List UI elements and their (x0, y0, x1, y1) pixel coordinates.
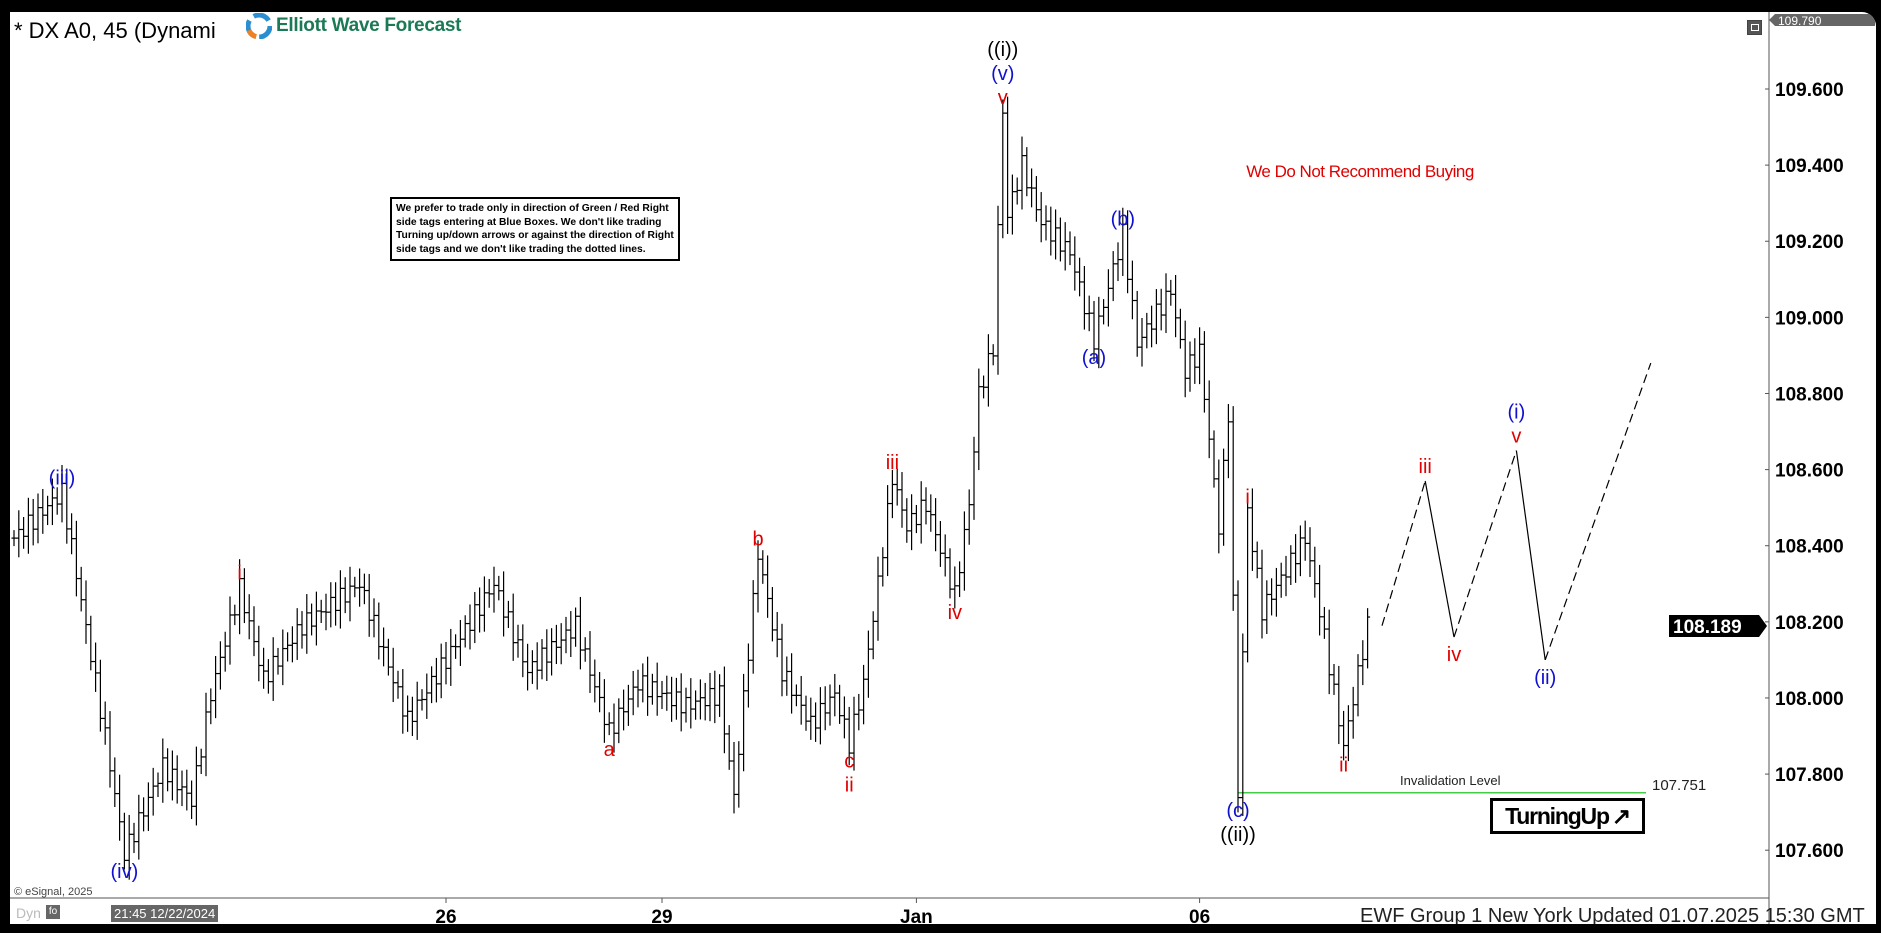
copyright: © eSignal, 2025 (14, 886, 93, 898)
wave-label: iii (886, 452, 899, 474)
x-tick-label: 26 (435, 907, 456, 924)
projection-path-segment (1381, 480, 1426, 626)
wave-label: (c) (1226, 800, 1249, 822)
cursor-time-tooltip: 21:45 12/22/2024 (111, 905, 219, 922)
y-tick-label: 108.000 (1775, 689, 1844, 710)
wave-label: (iv) (111, 861, 139, 883)
recommendation-warning: We Do Not Recommend Buying (1246, 162, 1474, 181)
y-tick-label: 108.600 (1775, 461, 1844, 482)
high-price-tag (1769, 14, 1875, 26)
wave-label: (i) (1508, 402, 1526, 424)
y-tick-label: 107.800 (1775, 765, 1844, 786)
y-tick-label: 109.000 (1775, 308, 1844, 329)
wave-label: iii (1419, 456, 1432, 478)
high-price-tag-label: 109.790 (1778, 14, 1822, 28)
projection-path-segment (1544, 362, 1652, 661)
y-tick-label: 108.200 (1775, 613, 1844, 634)
wave-label: (iii) (49, 467, 76, 489)
logo: Elliott Wave Forecast (246, 12, 482, 40)
wave-label: (v) (991, 63, 1014, 85)
logo-text: Elliott Wave Forecast (276, 15, 462, 36)
update-footer: EWF Group 1 New York Updated 01.07.2025 … (1360, 905, 1865, 924)
y-tick-label: 107.600 (1775, 841, 1844, 862)
wave-label: ii (1339, 754, 1348, 776)
wave-label: ii (845, 775, 854, 797)
invalidation-value: 107.751 (1652, 777, 1707, 794)
chart-window: 107.600 107.800 108.000 108.200 108.400 108.6… (10, 12, 1876, 924)
window-restore-icon[interactable] (1747, 20, 1762, 35)
chart-title: * DX A0, 45 (Dynami (14, 18, 216, 43)
wave-label: ((i)) (987, 39, 1018, 61)
y-tick-label: 108.400 (1775, 537, 1844, 558)
wave-label: iv (1447, 644, 1461, 666)
x-tick-label: 29 (651, 907, 672, 924)
wave-label: (ii) (1534, 667, 1556, 689)
price-chart[interactable]: 107.600 107.800 108.000 108.200 108.400 108.6… (10, 12, 1876, 924)
projection-path-segment (1453, 450, 1517, 638)
wave-label: iv (948, 602, 962, 624)
dyn-label: Dyn (16, 905, 41, 921)
y-tick-label: 109.200 (1775, 232, 1844, 253)
invalidation-label: Invalidation Level (1400, 773, 1501, 788)
x-tick-label: Jan (900, 907, 933, 924)
x-tick-label: 06 (1189, 907, 1210, 924)
wave-label: v (1511, 426, 1521, 448)
wave-label: a (604, 739, 616, 761)
trading-guidance-note: We prefer to trade only in direction of … (390, 197, 680, 261)
y-tick-label: 108.800 (1775, 384, 1844, 405)
wave-label: v (998, 87, 1008, 109)
projection-path-segment (1515, 450, 1546, 660)
turning-up-label: TurningUp (1505, 802, 1610, 829)
wave-label: i (237, 563, 241, 585)
wave-label: b (752, 528, 763, 550)
y-tick-label: 109.600 (1775, 80, 1844, 101)
last-price-label: 108.189 (1673, 617, 1742, 638)
wave-label: ((ii)) (1220, 824, 1256, 846)
wave-label: c (844, 751, 854, 773)
wave-label: (b) (1111, 209, 1135, 231)
elliott-wave-logo-icon (246, 13, 272, 39)
projection-path-segment (1424, 480, 1455, 638)
price-bars (11, 96, 1371, 880)
wave-label: (a) (1082, 347, 1106, 369)
wave-label: i (1245, 486, 1249, 508)
last-price-tag (1669, 615, 1767, 638)
arrow-up-right-icon: ↗ (1611, 802, 1631, 829)
y-tick-label: 109.400 (1775, 156, 1844, 177)
fo-icon[interactable]: fo (46, 905, 60, 919)
turning-up-badge: TurningUp ↗ (1490, 798, 1645, 834)
